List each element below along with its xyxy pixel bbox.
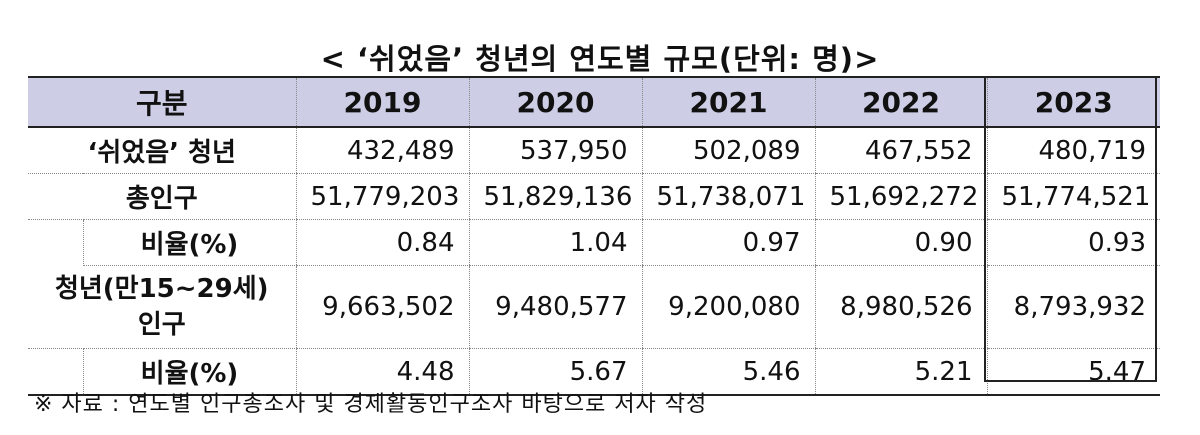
header-year-2021: 2021 bbox=[641, 76, 815, 128]
table-row: ‘쉬었음’ 청년 432,489 537,950 502,089 467,552… bbox=[28, 127, 1160, 174]
header-year-2022: 2022 bbox=[814, 76, 987, 128]
header-year-2020: 2020 bbox=[468, 76, 642, 128]
table-cell: 5.21 bbox=[814, 348, 987, 396]
row-label-ratio-youth: 비율(%) bbox=[82, 348, 296, 396]
table-cell: 502,089 bbox=[641, 127, 815, 174]
table-cell: 0.90 bbox=[814, 219, 987, 266]
table-title: < ‘쉬었음’ 청년의 연도별 규모(단위: 명)> bbox=[320, 42, 880, 76]
table-row: 총인구 51,779,203 51,829,136 51,738,071 51,… bbox=[28, 173, 1160, 220]
table-cell: 8,980,526 bbox=[814, 265, 987, 349]
table-row: 비율(%) 0.84 1.04 0.97 0.90 0.93 bbox=[28, 219, 1160, 266]
table-cell: 4.48 bbox=[295, 348, 469, 396]
table-cell: 9,663,502 bbox=[295, 265, 469, 349]
table-row: 청년(만15~29세) 인구 9,663,502 9,480,577 9,200… bbox=[28, 265, 1160, 349]
source-note: ※ 자료 : 연도별 인구총조사 및 경제활동인구조사 바탕으로 저자 작성 bbox=[34, 392, 708, 417]
table-cell: 51,779,203 bbox=[295, 173, 469, 220]
header-row: 구분 2019 2020 2021 2022 2023 bbox=[28, 76, 1160, 128]
row-label-youth-population: 청년(만15~29세) 인구 bbox=[28, 265, 296, 349]
table-cell: 432,489 bbox=[295, 127, 469, 174]
table-cell: 0.84 bbox=[295, 219, 469, 266]
table-cell: 5.67 bbox=[468, 348, 642, 396]
indent-cell bbox=[28, 348, 83, 396]
table-cell: 51,738,071 bbox=[641, 173, 815, 220]
row-label-line-1: 청년(만15~29세) bbox=[54, 274, 269, 304]
table-cell: 537,950 bbox=[468, 127, 642, 174]
indent-cell bbox=[28, 220, 83, 266]
row-label-line-2: 인구 bbox=[137, 310, 186, 340]
header-category: 구분 bbox=[28, 76, 296, 128]
row-label-total-population: 총인구 bbox=[28, 173, 296, 220]
header-year-2019: 2019 bbox=[295, 76, 469, 128]
table-cell: 51,692,272 bbox=[814, 173, 987, 220]
table-cell: 5.46 bbox=[641, 348, 815, 396]
table-cell: 0.93 bbox=[986, 219, 1160, 266]
table-cell: 9,480,577 bbox=[468, 265, 642, 349]
table-cell: 8,793,932 bbox=[986, 265, 1160, 349]
table-cell: 51,829,136 bbox=[468, 173, 642, 220]
table-row: 비율(%) 4.48 5.67 5.46 5.21 5.47 bbox=[28, 348, 1160, 396]
data-table: 구분 2019 2020 2021 2022 2023 ‘쉬었음’ 청년 432… bbox=[28, 76, 1160, 396]
table-cell: 467,552 bbox=[814, 127, 987, 174]
table-cell: 5.47 bbox=[986, 348, 1160, 396]
row-label-ratio-total: 비율(%) bbox=[82, 219, 296, 266]
row-label-rested-youth: ‘쉬었음’ 청년 bbox=[28, 127, 296, 174]
header-year-2023: 2023 bbox=[986, 76, 1160, 128]
table-cell: 480,719 bbox=[986, 127, 1160, 174]
table-cell: 51,774,521 bbox=[986, 173, 1160, 220]
table-cell: 1.04 bbox=[468, 219, 642, 266]
table-cell: 0.97 bbox=[641, 219, 815, 266]
table-cell: 9,200,080 bbox=[641, 265, 815, 349]
